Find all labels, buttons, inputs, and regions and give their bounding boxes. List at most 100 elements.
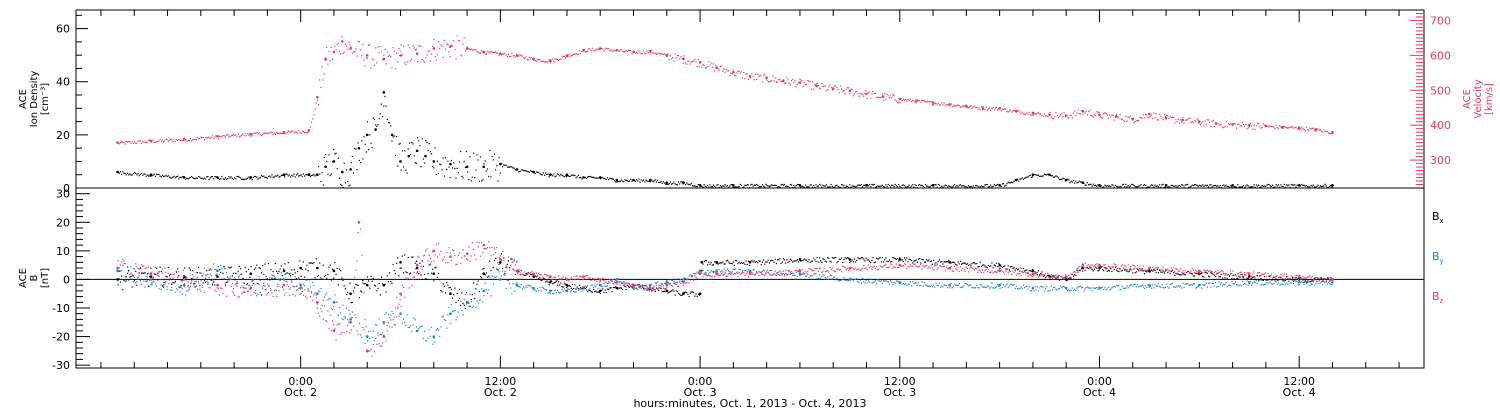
velocity-series-sample <box>1327 132 1330 134</box>
density-series-sample <box>1255 184 1257 186</box>
velocity-series-sample <box>1268 125 1270 127</box>
velocity-series-sample <box>1267 126 1269 128</box>
density-series-sample <box>118 172 120 174</box>
density-series-sample <box>816 185 818 187</box>
bx-series-sample <box>1110 267 1112 269</box>
bz-series-point <box>216 283 219 287</box>
bx-series-sample <box>160 270 162 273</box>
density-series-point <box>357 146 361 150</box>
by-series-sample <box>1009 283 1012 285</box>
by-series-sample <box>1300 282 1302 284</box>
by-series-sample <box>562 290 564 292</box>
by-series-sample <box>171 289 173 291</box>
density-series-sample <box>345 169 348 171</box>
bz-series-sample <box>309 296 312 298</box>
by-series-sample <box>668 282 670 284</box>
by-series-sample <box>1201 287 1203 289</box>
density-series-sample <box>241 178 243 180</box>
bx-series-sample <box>912 262 914 264</box>
bx-series-sample <box>559 284 561 286</box>
by-series-sample <box>802 273 804 275</box>
bx-series-sample <box>880 261 882 263</box>
bx-series-sample <box>1163 272 1165 274</box>
bx-series-sample <box>806 259 808 261</box>
bz-series-sample <box>277 285 279 288</box>
velocity-series-point <box>798 81 802 84</box>
bx-series-sample <box>1273 276 1275 278</box>
bx-series-sample <box>1060 278 1062 281</box>
velocity-series-sample <box>714 70 716 72</box>
velocity-series-sample <box>383 54 385 56</box>
velocity-series-sample <box>118 143 120 145</box>
velocity-series-sample <box>686 63 688 65</box>
velocity-series-sample <box>1191 121 1193 123</box>
by-series-sample <box>1276 283 1278 285</box>
density-series-sample <box>858 184 860 186</box>
density-series-sample <box>123 172 125 174</box>
density-series-sample <box>1148 186 1150 188</box>
density-series-sample <box>859 184 861 187</box>
bz-series-sample <box>117 260 119 262</box>
bx-series-sample <box>376 290 378 292</box>
velocity-series-sample <box>165 138 167 141</box>
velocity-series-point <box>1031 111 1035 115</box>
by-series-sample <box>644 288 646 290</box>
density-series-point <box>449 162 452 166</box>
bz-series-sample <box>215 290 217 293</box>
bx-series-sample <box>1148 271 1150 273</box>
bz-series-sample <box>197 281 200 283</box>
by-series-sample <box>539 286 541 289</box>
density-series-sample <box>630 178 632 180</box>
by-series-sample <box>654 282 656 284</box>
velocity-series-sample <box>747 78 750 81</box>
density-series-sample <box>295 174 298 176</box>
bx-series-sample <box>792 261 794 263</box>
by-series-sample <box>1289 282 1291 284</box>
density-series-sample <box>1167 186 1169 188</box>
bz-series-sample <box>516 260 518 263</box>
velocity-series-sample <box>1274 127 1276 130</box>
density-series-sample <box>481 180 483 182</box>
density-series-sample <box>857 184 859 186</box>
density-series-sample <box>1233 186 1235 188</box>
density-series-sample <box>1065 178 1068 180</box>
velocity-series-sample <box>738 70 740 72</box>
velocity-series-sample <box>1147 116 1149 118</box>
bx-series-sample <box>884 259 886 261</box>
bx-series-sample <box>691 291 694 293</box>
bx-series-sample <box>693 291 695 294</box>
velocity-series-sample <box>613 50 616 52</box>
by-series-sample <box>1127 287 1129 289</box>
density-series-sample <box>526 170 528 173</box>
bx-series-sample <box>945 261 948 263</box>
bx-series-sample <box>1167 272 1169 274</box>
velocity-series-sample <box>529 58 532 60</box>
bx-series-sample <box>378 282 380 285</box>
density-series-point <box>424 154 427 158</box>
velocity-series-sample <box>1210 125 1212 128</box>
velocity-series-sample <box>498 54 500 56</box>
velocity-series-sample <box>373 64 376 66</box>
bz-series-sample <box>154 266 157 268</box>
velocity-series-sample <box>823 85 825 87</box>
density-series-sample <box>721 186 723 188</box>
bz-series-sample <box>571 278 574 280</box>
density-series-sample <box>550 173 553 175</box>
density-series-sample <box>824 185 826 187</box>
bx-series-sample <box>698 294 701 296</box>
bx-series-sample <box>239 268 242 270</box>
density-series-sample <box>978 186 980 189</box>
velocity-series-sample <box>1239 125 1241 127</box>
velocity-series-sample <box>999 108 1001 110</box>
density-series-sample <box>852 185 854 187</box>
bx-series-sample <box>877 258 879 260</box>
bz-series-sample <box>216 287 218 289</box>
velocity-series-sample <box>693 60 695 62</box>
density-series-sample <box>740 184 743 186</box>
velocity-series-sample <box>807 80 809 82</box>
bz-series-sample <box>355 269 357 271</box>
bx-series-sample <box>260 272 263 274</box>
bx-series-sample <box>1270 279 1273 281</box>
velocity-series-sample <box>366 57 369 59</box>
bz-series-sample <box>316 307 319 309</box>
